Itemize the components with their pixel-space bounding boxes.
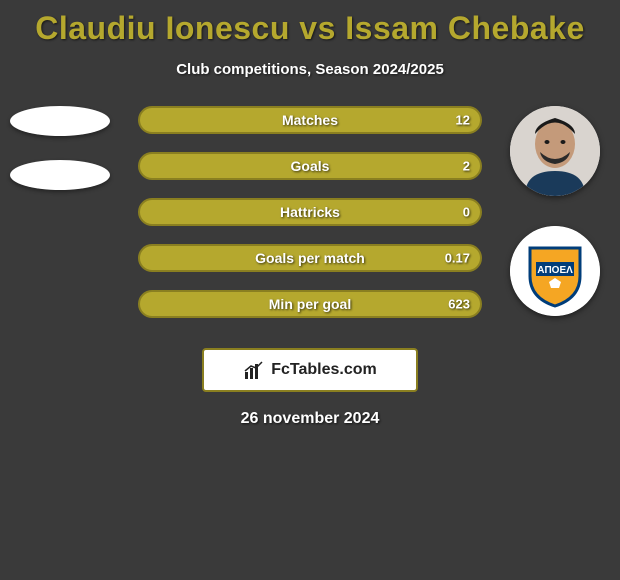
left-player-avatar-placeholder	[10, 106, 110, 136]
left-club-badge-placeholder	[10, 160, 110, 190]
stat-value-right: 0	[463, 205, 470, 220]
brand-label: FcTables.com	[271, 361, 377, 379]
date-label: 26 november 2024	[0, 410, 620, 428]
stat-bars: Matches 12 Goals 2 Hattricks 0 Goals per match…	[138, 106, 482, 336]
stat-bar: Min per goal 623	[138, 290, 482, 318]
right-player-avatar	[510, 106, 600, 196]
brand-box: FcTables.com	[202, 348, 418, 392]
stat-label: Matches	[282, 112, 338, 128]
brand-chart-icon	[243, 359, 265, 381]
stat-label: Goals	[291, 158, 330, 174]
club-badge-icon: ΑΠΟΕΛ	[510, 226, 600, 316]
svg-text:ΑΠΟΕΛ: ΑΠΟΕΛ	[537, 265, 573, 276]
subtitle: Club competitions, Season 2024/2025	[0, 61, 620, 78]
stat-bar: Goals per match 0.17	[138, 244, 482, 272]
stat-bar: Hattricks 0	[138, 198, 482, 226]
stat-label: Min per goal	[269, 296, 351, 312]
stat-value-right: 623	[448, 297, 470, 312]
stat-value-right: 0.17	[445, 251, 470, 266]
stat-bar: Goals 2	[138, 152, 482, 180]
right-club-badge: ΑΠΟΕΛ	[510, 226, 600, 316]
stat-label: Goals per match	[255, 250, 365, 266]
page-title: Claudiu Ionescu vs Issam Chebake	[0, 0, 620, 47]
stat-value-right: 12	[456, 113, 470, 128]
comparison-chart: ΑΠΟΕΛ Matches 12 Goals 2 Hattricks 0 Goals per…	[0, 106, 620, 336]
right-player-column: ΑΠΟΕΛ	[510, 106, 600, 346]
player-photo-icon	[510, 106, 600, 196]
stat-bar: Matches 12	[138, 106, 482, 134]
left-player-column	[10, 106, 110, 214]
stat-label: Hattricks	[280, 204, 340, 220]
stat-value-right: 2	[463, 159, 470, 174]
